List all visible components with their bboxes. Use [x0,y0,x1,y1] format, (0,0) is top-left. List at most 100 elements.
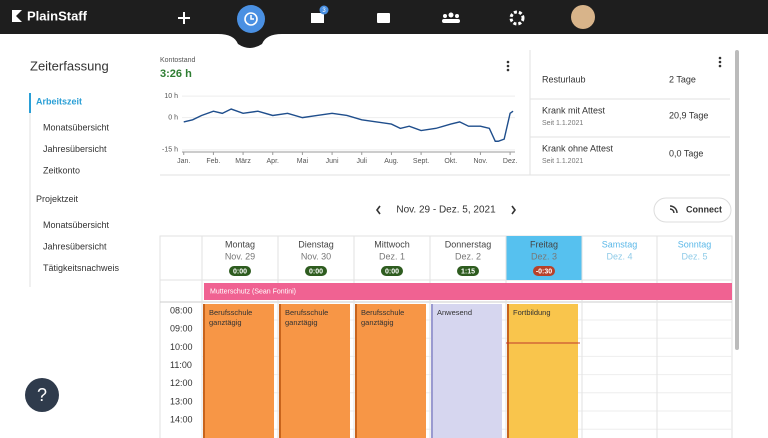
y-tick-label: -15 h [162,147,178,154]
day-name: Montag [225,239,255,249]
day-badge [229,266,251,276]
balance-value: 20,9 Tage [669,110,708,120]
event-edge [355,304,357,438]
balance-value: 2 Tage [669,74,696,84]
badge-text: 1:15 [461,268,475,275]
day-date: Dez. 5 [681,251,707,261]
x-tick-label: Mai [297,158,309,165]
balance-label: Krank ohne Attest [542,143,614,153]
day-date: Nov. 30 [301,251,331,261]
menu-link[interactable]: Tätigkeitsnachweis [43,263,120,273]
balance-label: Krank mit Attest [542,105,606,115]
event[interactable] [203,304,274,438]
menu-link[interactable]: Monatsübersicht [43,122,110,132]
help-text[interactable]: ? [37,385,47,405]
event[interactable] [431,304,502,438]
connect-button[interactable] [653,197,732,223]
sidebar-title: Zeiterfassung [30,58,109,73]
day-badge [457,266,479,276]
x-tick-label: Feb. [206,158,220,165]
section-link[interactable]: Arbeitszeit [36,96,82,106]
menu-link[interactable]: Jahresübersicht [43,144,107,154]
time-label: 09:00 [170,324,193,334]
badge: 3 [322,8,326,14]
event-edge [279,304,281,438]
event-edge [431,304,433,438]
balance-sub: Seit 1.1.2021 [542,120,583,127]
banner[interactable] [204,283,732,300]
day-name: Donnerstag [445,239,492,249]
day-date: Nov. 29 [225,251,255,261]
week-arrows[interactable] [376,205,516,215]
menu-link[interactable]: Jahresübersicht [43,241,107,251]
balance-line [183,108,514,142]
week-range: Nov. 29 - Dez. 5, 2021 [396,205,496,216]
day-name: Dienstag [298,239,334,249]
badge-text: 0:00 [385,268,399,275]
event-edge [203,304,205,438]
day-badge [533,266,555,276]
balance-label: Resturlaub [542,74,586,84]
day-name: Sonntag [678,239,712,249]
badge-text: 0:00 [309,268,323,275]
day-date: Dez. 2 [455,251,481,261]
scrollbar[interactable] [735,50,739,350]
kpi-value: 3:26 h [160,68,192,80]
event[interactable] [279,304,350,438]
event-label[interactable]: Berufsschule ganztägig [285,308,328,327]
menu-link[interactable]: Monatsübersicht [43,220,110,230]
settings-icon[interactable] [509,10,525,26]
x-tick-label: Apr. [267,158,280,165]
rss-icon [669,205,678,214]
x-tick-label: Jan. [177,158,190,165]
y-tick-label: 0 h [168,114,178,121]
clock-hands [250,15,254,20]
time-label: 08:00 [170,305,193,315]
event-edge [507,304,509,438]
day-name: Mittwoch [374,239,410,249]
x-tick-label: Juni [326,158,339,165]
banner-text: Mutterschutz (Sean Fontini) [210,288,296,295]
logo [12,10,22,22]
x-tick-label: Aug. [384,158,398,165]
help-button[interactable] [25,378,59,412]
section-link[interactable]: Projektzeit [36,194,79,204]
event-label[interactable]: Berufsschule ganztägig [361,308,404,327]
day-badge [381,266,403,276]
x-tick-label: Sept. [413,158,429,165]
balance-value: 0,0 Tage [669,148,703,158]
event[interactable] [355,304,426,438]
event-label[interactable]: Anwesend [437,308,472,317]
time-label: 13:00 [170,396,193,406]
event-label[interactable]: Berufsschule ganztägig [209,308,252,327]
x-tick-label: Juli [356,158,367,165]
time-label: 11:00 [170,360,192,370]
day-badge [305,266,327,276]
brand: PlainStaff [27,8,88,23]
day-date: Dez. 4 [606,251,632,261]
briefcase-icon[interactable] [377,13,390,23]
y-tick-label: 10 h [164,93,178,100]
event-label[interactable]: Fortbildung [513,308,551,317]
badge-text: -0:30 [536,268,552,275]
menu-link[interactable]: Zeitkonto [43,165,80,175]
mail-icon[interactable] [311,13,324,23]
clock-icon [244,12,258,26]
balance-sub: Seit 1.1.2021 [542,158,583,165]
avatar[interactable] [571,5,595,29]
x-tick-label: Nov. [473,158,487,165]
kebab[interactable] [506,56,722,72]
calendar-frame [159,235,733,438]
event[interactable] [507,304,578,438]
kpi-label: Kontostand [160,57,196,64]
x-tick-label: Dez. [503,158,517,165]
day-date: Dez. 1 [379,251,405,261]
day-date: Dez. 3 [531,251,557,261]
team-icon[interactable] [442,12,460,24]
connect-label[interactable]: Connect [686,204,722,214]
x-tick-label: Okt. [444,158,457,165]
add-icon[interactable] [178,12,190,24]
mail-badge [319,5,329,15]
